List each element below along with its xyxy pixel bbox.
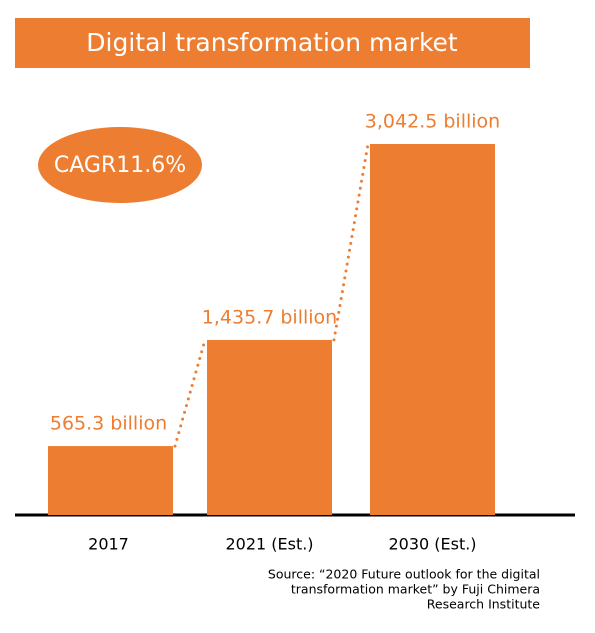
cagr-label: CAGR11.6% xyxy=(54,153,186,178)
source-note: Research Institute xyxy=(427,597,541,612)
source-note: Source: “2020 Future outlook for the dig… xyxy=(268,567,540,582)
x-tick-label: 2021 (Est.) xyxy=(225,535,313,554)
bar xyxy=(207,339,332,515)
value-label: 3,042.5 billion xyxy=(365,111,500,133)
trend-dots xyxy=(332,142,370,342)
cagr-badge xyxy=(38,127,202,203)
source-note: transformation market” by Fuji Chimera xyxy=(291,582,540,597)
x-tick-label: 2030 (Est.) xyxy=(388,535,476,554)
trend-dots xyxy=(173,338,207,448)
bar xyxy=(48,446,173,515)
title-box xyxy=(15,18,530,68)
value-label: 565.3 billion xyxy=(50,413,167,435)
chart-title: Digital transformation market xyxy=(86,28,458,57)
x-tick-label: 2017 xyxy=(88,535,129,554)
bar xyxy=(370,144,495,515)
value-label: 1,435.7 billion xyxy=(202,306,337,328)
